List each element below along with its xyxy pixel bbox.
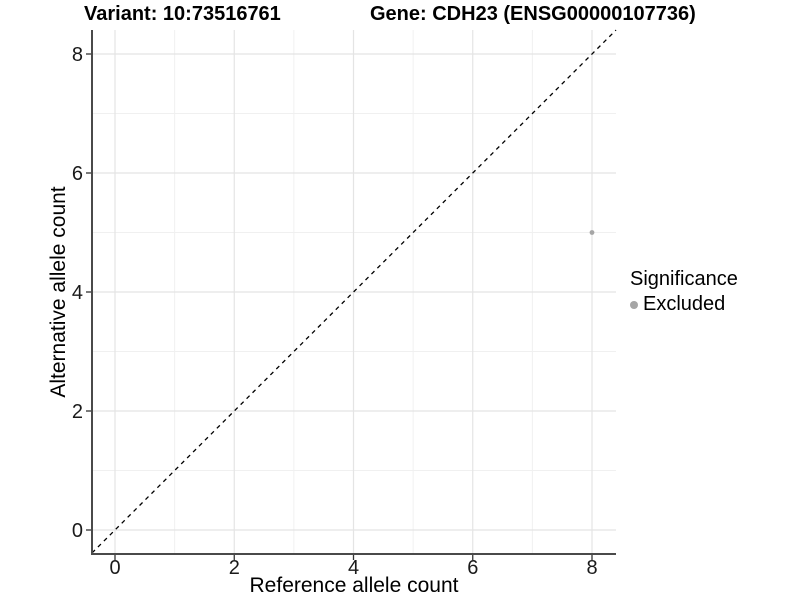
x-tick-label: 0 <box>109 557 120 579</box>
legend-item-excluded: Excluded <box>630 293 738 316</box>
y-axis-title: Alternative allele count <box>47 186 70 398</box>
variant-title: Variant: 10:73516761 <box>84 3 281 25</box>
legend-title: Significance <box>630 268 738 290</box>
y-tick-label: 4 <box>72 282 83 304</box>
identity-dashed-line <box>91 29 617 554</box>
data-point <box>589 230 595 235</box>
x-tick-label: 6 <box>467 557 478 579</box>
y-tick-label: 6 <box>72 163 83 185</box>
legend-item-label: Excluded <box>643 293 726 315</box>
excluded-point-icon <box>630 300 638 309</box>
y-tick-label: 2 <box>72 401 83 423</box>
x-tick-label: 2 <box>229 557 240 579</box>
y-tick-label: 8 <box>72 44 83 66</box>
gene-title: Gene: CDH23 (ENSG00000107736) <box>370 3 696 25</box>
legend: Significance Excluded <box>630 268 738 316</box>
x-tick-label: 4 <box>348 557 359 579</box>
x-tick-label: 8 <box>586 557 597 579</box>
y-tick-label: 0 <box>72 520 83 542</box>
x-axis-title: Reference allele count <box>249 574 459 597</box>
